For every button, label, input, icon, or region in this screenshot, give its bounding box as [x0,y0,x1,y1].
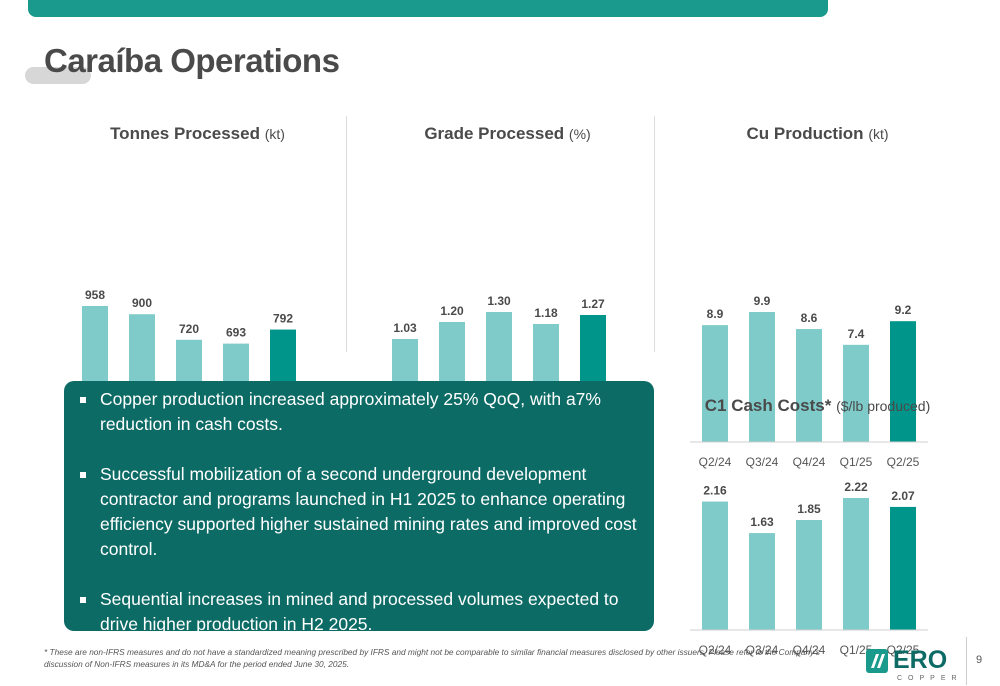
x-tick-label: Q1/25 [840,455,873,469]
bar-value-label: 720 [179,322,199,336]
chart-title-text: Grade Processed [424,124,565,143]
x-tick-label: Q4/24 [793,643,826,657]
bar-value-label: 9.2 [895,303,912,317]
ero-copper-logo: ERO COPPER [866,646,962,686]
bar-chart-svg: 8.9 Q2/24 9.9 Q3/24 8.6 Q4/24 7.4 Q1/25 9.2 Q2/25 [690,294,928,469]
footnote: * These are non-IFRS measures and do not… [44,647,820,669]
x-tick-label: Q4/24 [793,455,826,469]
bar [749,312,775,442]
bar-value-label: 9.9 [754,294,771,308]
bar-value-label: 792 [273,312,293,326]
x-tick-label: Q2/25 [887,643,920,657]
chart-title-text: C1 Cash Costs* [704,396,832,415]
chart-unit-text: ($/lb produced) [836,398,931,414]
tonnes-processed-title: Tonnes Processed (kt) [70,124,325,144]
bar [890,506,916,630]
page-title: Caraíba Operations [44,42,340,79]
bar-value-label: 1.63 [750,515,774,529]
bar-value-label: 958 [85,288,105,302]
bar-value-label: 1.85 [797,502,821,516]
bar [796,329,822,442]
chart-unit-text: (kt) [264,126,285,142]
logo-mark-icon [866,649,888,673]
cu-production-title: Cu Production (kt) [690,124,945,144]
logo-wordmark: ERO [893,646,948,674]
bar [702,501,728,630]
bar-value-label: 1.20 [440,304,464,318]
logo-subtext: COPPER [897,675,963,682]
bar-value-label: 900 [132,296,152,310]
cu-production-chart: Cu Production (kt) 8.9 Q2/24 9.9 Q3/24 8.6 Q4… [690,124,945,469]
bar-value-label: 2.16 [703,484,727,498]
bar [843,498,869,630]
bar-value-label: 1.18 [534,306,558,320]
x-tick-label: Q1/25 [840,643,873,657]
bar-value-label: 8.6 [801,311,818,325]
chart-title-text: Tonnes Processed [110,124,260,143]
bar-value-label: 2.07 [891,489,915,503]
x-tick-label: Q2/25 [887,455,920,469]
highlight-item: Sequential increases in mined and proces… [80,587,638,637]
bar-value-label: 7.4 [848,327,865,341]
chart-title-text: Cu Production [746,124,864,143]
grade-processed-chart: Grade Processed (%) 1.03Q2/241.20Q3/241.… [380,124,635,469]
page-number: 9 [976,654,983,666]
x-tick-label: Q3/24 [746,455,779,469]
tonnes-processed-chart: Tonnes Processed (kt) 958Q2/24900Q3/2472… [70,124,325,469]
bar-value-label: 2.22 [844,480,868,494]
page-number-divider [966,637,967,685]
bar-value-label: 1.27 [581,297,605,311]
bar-chart-svg: 2.16 Q2/24 1.63 Q3/24 1.85 Q4/24 2.22 Q1/25 2.07… [690,480,928,657]
bar-value-label: 693 [226,326,246,340]
highlight-item: Copper production increased approximatel… [80,387,638,437]
bar [796,520,822,630]
bar-value-label: 1.03 [393,321,417,335]
chart-divider-2 [654,116,655,352]
bar-value-label: 8.9 [707,307,724,321]
bar [843,344,869,442]
x-tick-label: Q2/24 [699,643,732,657]
bar [890,321,916,442]
highlight-item: Successful mobilization of a second unde… [80,462,638,562]
c1-cash-costs-chart: C1 Cash Costs* ($/lb produced) 2.16 Q2/24… [690,396,945,657]
x-tick-label: Q2/24 [699,455,732,469]
highlights-list: Copper production increased approximatel… [80,387,638,637]
highlights-box: Copper production increased approximatel… [64,381,654,634]
grade-processed-title: Grade Processed (%) [380,124,635,144]
title-pill-decoration [25,67,91,84]
x-tick-label: Q3/24 [746,643,779,657]
chart-divider-1 [346,116,347,352]
chart-unit-text: (%) [568,126,591,142]
bar [749,533,775,630]
c1-cash-costs-title: C1 Cash Costs* ($/lb produced) [690,396,945,416]
top-accent-bar [28,0,828,17]
bar [702,325,728,442]
chart-unit-text: (kt) [868,126,889,142]
bar-value-label: 1.30 [487,294,511,308]
